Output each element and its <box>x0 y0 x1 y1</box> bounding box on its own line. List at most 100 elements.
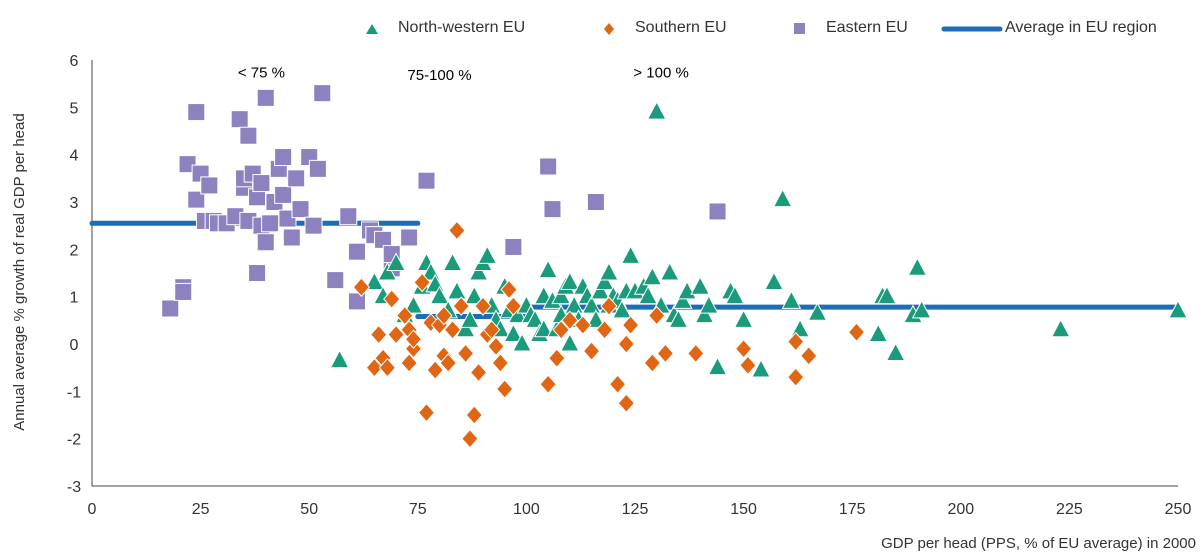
north-western-eu-point <box>477 245 498 264</box>
eastern-eu-point <box>174 282 193 301</box>
north-western-eu-point <box>699 295 719 314</box>
north-western-eu-point <box>911 299 932 319</box>
y-tick-label: 5 <box>70 100 79 117</box>
southern-eu-point <box>365 357 384 378</box>
eastern-eu-point <box>400 228 419 247</box>
southern-eu-point <box>504 296 523 316</box>
north-western-eu-point <box>733 309 754 328</box>
southern-eu-point <box>787 331 805 352</box>
southern-eu-point <box>608 374 627 394</box>
southern-eu-point <box>548 348 566 368</box>
north-western-eu-point <box>751 358 771 378</box>
eastern-eu-point <box>708 202 727 221</box>
north-western-eu-point <box>442 252 463 272</box>
north-western-eu-point <box>386 252 406 272</box>
legend: North-western EU Southern EU Eastern EU … <box>366 19 1157 36</box>
region-annotation: > 100 % <box>633 64 688 81</box>
legend-item-average[interactable]: Average in EU region <box>941 19 1157 36</box>
y-tick-label: 3 <box>70 195 79 212</box>
north-western-eu-point <box>659 261 680 281</box>
north-western-eu-point <box>551 285 571 305</box>
eastern-eu-point <box>274 185 293 204</box>
north-western-eu-point <box>329 349 350 369</box>
southern-eu-point <box>482 320 501 340</box>
southern-eu-point <box>370 324 388 345</box>
north-western-eu-point <box>772 188 793 208</box>
southern-eu-point <box>439 353 457 373</box>
legend-label-eastern: Eastern EU <box>826 19 908 36</box>
north-western-eu-point <box>694 304 715 324</box>
southern-eu-points <box>352 220 866 449</box>
north-western-eu-point <box>885 342 906 361</box>
north-western-eu-point <box>868 323 889 343</box>
north-western-eu-point <box>620 245 641 264</box>
eastern-eu-point <box>313 84 332 103</box>
y-tick-label: -3 <box>67 479 81 496</box>
north-western-eu-point <box>1050 318 1071 338</box>
eastern-eu-point <box>304 216 323 235</box>
legend-triangle-marker <box>366 24 378 34</box>
north-western-eu-point <box>364 271 385 290</box>
north-western-eu-point <box>594 271 615 290</box>
north-western-eu-point <box>429 285 450 305</box>
southern-eu-point <box>474 296 492 316</box>
x-tick-label: 25 <box>192 501 210 518</box>
southern-eu-point <box>413 272 431 293</box>
eastern-eu-point <box>239 126 258 145</box>
southern-eu-point <box>496 379 514 399</box>
eastern-eu-point <box>417 171 436 190</box>
legend-item-eastern[interactable]: Eastern EU <box>794 19 908 36</box>
x-tick-label: 175 <box>839 501 866 518</box>
eastern-eu-point <box>326 271 345 290</box>
north-western-eu-point <box>533 318 554 338</box>
region-annotation: 75-100 % <box>407 67 471 84</box>
north-western-eu-point <box>590 280 611 300</box>
north-western-eu-point <box>586 309 606 328</box>
legend-label-north-western: North-western EU <box>398 19 525 36</box>
x-tick-label: 200 <box>947 501 974 518</box>
southern-eu-point <box>443 320 462 340</box>
north-western-eu-point <box>564 295 585 314</box>
eastern-eu-point <box>291 200 310 219</box>
legend-label-average: Average in EU region <box>1005 19 1157 36</box>
legend-item-southern[interactable]: Southern EU <box>604 19 727 36</box>
north-western-eu-point <box>877 285 897 305</box>
north-western-eu-point <box>464 285 485 305</box>
region-annotations: < 75 % 75-100 % > 100 % <box>238 64 689 83</box>
x-tick-label: 125 <box>622 501 649 518</box>
y-tick-label: -1 <box>67 384 81 401</box>
southern-eu-point <box>417 402 436 423</box>
x-tick-label: 100 <box>513 501 540 518</box>
southern-eu-point <box>617 334 635 354</box>
southern-eu-point <box>487 336 505 357</box>
southern-eu-point <box>595 320 614 340</box>
southern-eu-point <box>648 305 666 326</box>
southern-eu-point <box>656 343 675 364</box>
southern-eu-point <box>847 322 866 342</box>
southern-eu-point <box>435 305 453 326</box>
north-western-eu-point <box>668 309 689 328</box>
eastern-eu-point <box>347 242 366 261</box>
x-tick-label: 250 <box>1165 501 1192 518</box>
y-tick-label: -2 <box>67 432 81 449</box>
southern-eu-point <box>787 367 805 387</box>
southern-eu-point <box>574 315 592 335</box>
legend-item-north-western[interactable]: North-western EU <box>366 19 525 36</box>
southern-eu-point <box>539 374 557 394</box>
eastern-eu-point <box>339 207 358 226</box>
north-western-eu-point <box>403 295 424 314</box>
southern-eu-point <box>383 289 401 309</box>
eastern-eu-point <box>256 88 275 107</box>
x-axis-ticks: 0 25 50 75 100 125 150 175 200 225 250 <box>88 501 1192 518</box>
eastern-eu-point <box>274 148 293 167</box>
y-tick-label: 1 <box>70 290 79 307</box>
southern-eu-point <box>469 362 488 383</box>
y-tick-label: 4 <box>70 148 79 165</box>
north-western-eu-point <box>764 271 784 290</box>
x-axis-label: GDP per head (PPS, % of EU average) in 2… <box>881 535 1196 552</box>
eastern-eu-point <box>161 299 180 318</box>
eastern-eu-point <box>539 157 558 176</box>
eastern-eu-point <box>187 190 206 209</box>
southern-eu-point <box>426 360 444 380</box>
